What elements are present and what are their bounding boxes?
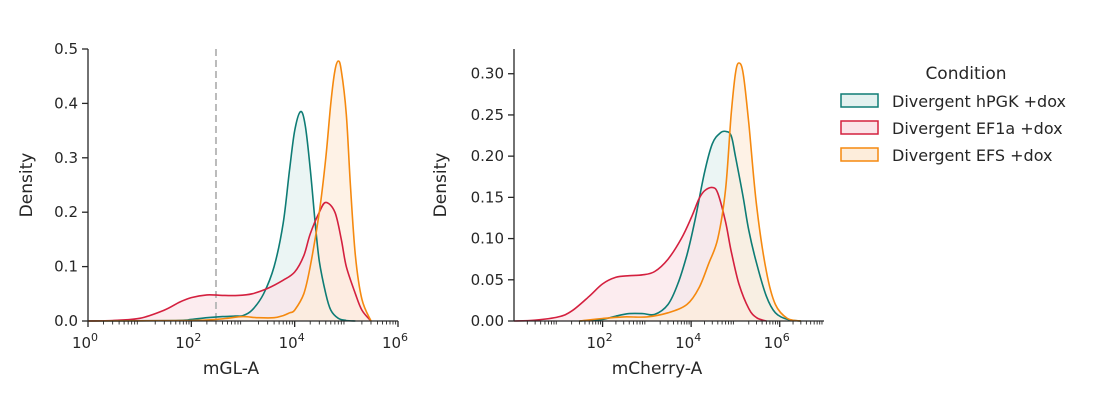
x-tick-label: 102 xyxy=(175,331,201,352)
density-line-divergent-ef1a-dox xyxy=(513,186,767,322)
y-tick-label: 0.20 xyxy=(471,147,504,165)
x-tick-label: 104 xyxy=(675,331,701,352)
density-fill-divergent-hpgk-dox xyxy=(88,111,356,321)
legend-swatch-ef1a xyxy=(840,120,879,135)
y-axis-title: Density xyxy=(17,153,37,218)
y-tick-label: 0.5 xyxy=(54,40,78,58)
legend-label-efs: Divergent EFS +dox xyxy=(892,146,1052,165)
legend: Condition Divergent hPGK +dox Divergent … xyxy=(840,64,1066,165)
y-tick-label: 0.10 xyxy=(471,230,504,248)
x-tick-label: 104 xyxy=(279,331,305,352)
y-tick-label: 0.15 xyxy=(471,188,504,206)
x-tick-label: 102 xyxy=(587,331,613,352)
density-line-divergent-hpgk-dox xyxy=(579,130,801,322)
density-fill-divergent-efs-dox xyxy=(579,63,801,321)
y-tick-label: 0.25 xyxy=(471,106,504,124)
y-tick-label: 0.05 xyxy=(471,271,504,289)
legend-item-efs: Divergent EFS +dox xyxy=(840,146,1052,165)
y-tick-label: 0.3 xyxy=(54,149,78,167)
density-fill-divergent-efs-dox xyxy=(88,61,371,321)
x-tick-label: 100 xyxy=(72,331,98,352)
y-tick-label: 0.4 xyxy=(54,94,78,112)
density-line-divergent-efs-dox xyxy=(579,62,801,322)
y-tick-label: 0.2 xyxy=(54,203,78,221)
x-axis-title: mCherry-A xyxy=(612,359,703,379)
x-axis-title: mGL-A xyxy=(203,359,260,379)
left-density-panel: 0.0 0.1 0.2 0.3 0.4 0.5 100 102 104 106 mGL-A Densi… xyxy=(17,40,408,379)
legend-label-ef1a: Divergent EF1a +dox xyxy=(892,119,1063,138)
legend-item-hpgk: Divergent hPGK +dox xyxy=(840,92,1066,111)
density-fill-divergent-ef1a-dox xyxy=(88,202,371,321)
y-axis-title: Density xyxy=(431,153,451,218)
legend-item-ef1a: Divergent EF1a +dox xyxy=(840,119,1063,138)
density-line-divergent-ef1a-dox xyxy=(87,201,372,322)
x-tick-label: 106 xyxy=(764,331,790,352)
density-line-divergent-hpgk-dox xyxy=(87,110,356,322)
y-tick-label: 0.30 xyxy=(471,65,504,83)
legend-swatch-hpgk xyxy=(840,93,879,108)
legend-label-hpgk: Divergent hPGK +dox xyxy=(892,92,1066,111)
x-tick-label: 106 xyxy=(382,331,408,352)
density-line-divergent-efs-dox xyxy=(87,60,372,322)
right-density-panel: 0.00 0.05 0.10 0.15 0.20 0.25 0.30 102 104 106 mCh… xyxy=(431,49,824,379)
y-tick-label: 0.0 xyxy=(54,312,78,330)
legend-swatch-efs xyxy=(840,147,879,162)
legend-title: Condition xyxy=(925,64,1006,84)
y-tick-label: 0.00 xyxy=(471,312,504,330)
y-tick-label: 0.1 xyxy=(54,258,78,276)
